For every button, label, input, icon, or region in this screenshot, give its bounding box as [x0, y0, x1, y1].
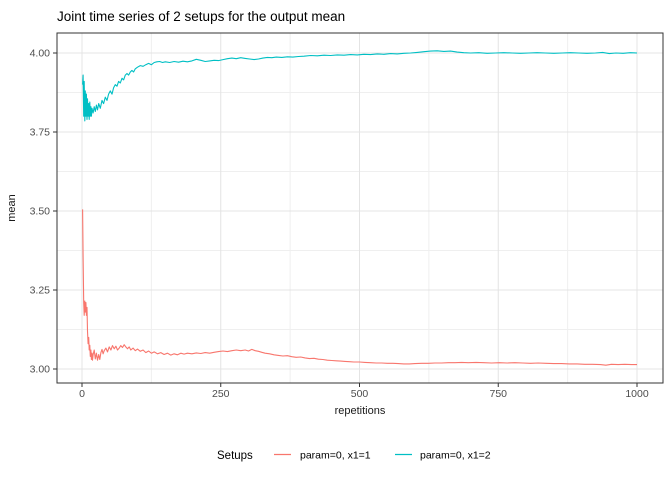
panel-border	[56, 32, 664, 384]
y-tick-label: 3.75	[30, 127, 51, 139]
x-tick-label: 750	[489, 388, 507, 400]
series-line-2	[82, 50, 638, 122]
series-lines	[82, 50, 638, 366]
series-line-1	[82, 209, 637, 366]
y-tick-label: 3.00	[30, 364, 51, 376]
y-axis: 3.00 3.25 3.50 3.75 4.00	[30, 48, 57, 376]
y-tick-label: 4.00	[30, 48, 51, 60]
x-tick-label: 0	[79, 388, 85, 400]
legend-title: Setups	[217, 450, 253, 462]
y-axis-title: mean	[6, 194, 18, 222]
y-tick-label: 3.50	[30, 206, 51, 218]
y-tick-label: 3.25	[30, 285, 51, 297]
gridlines-major	[57, 33, 663, 383]
x-tick-label: 250	[212, 388, 230, 400]
x-axis-title: repetitions	[335, 405, 386, 417]
legend-label-series1: param=0, x1=1	[300, 450, 371, 462]
x-tick-label: 500	[351, 388, 369, 400]
legend: Setups param=0, x1=1 param=0, x1=2	[217, 450, 491, 463]
x-tick-label: 1000	[625, 388, 649, 400]
legend-label-series2: param=0, x1=2	[420, 450, 491, 462]
x-axis: 0 250 500 750 1000	[79, 383, 649, 400]
chart-title: Joint time series of 2 setups for the ou…	[57, 9, 345, 24]
